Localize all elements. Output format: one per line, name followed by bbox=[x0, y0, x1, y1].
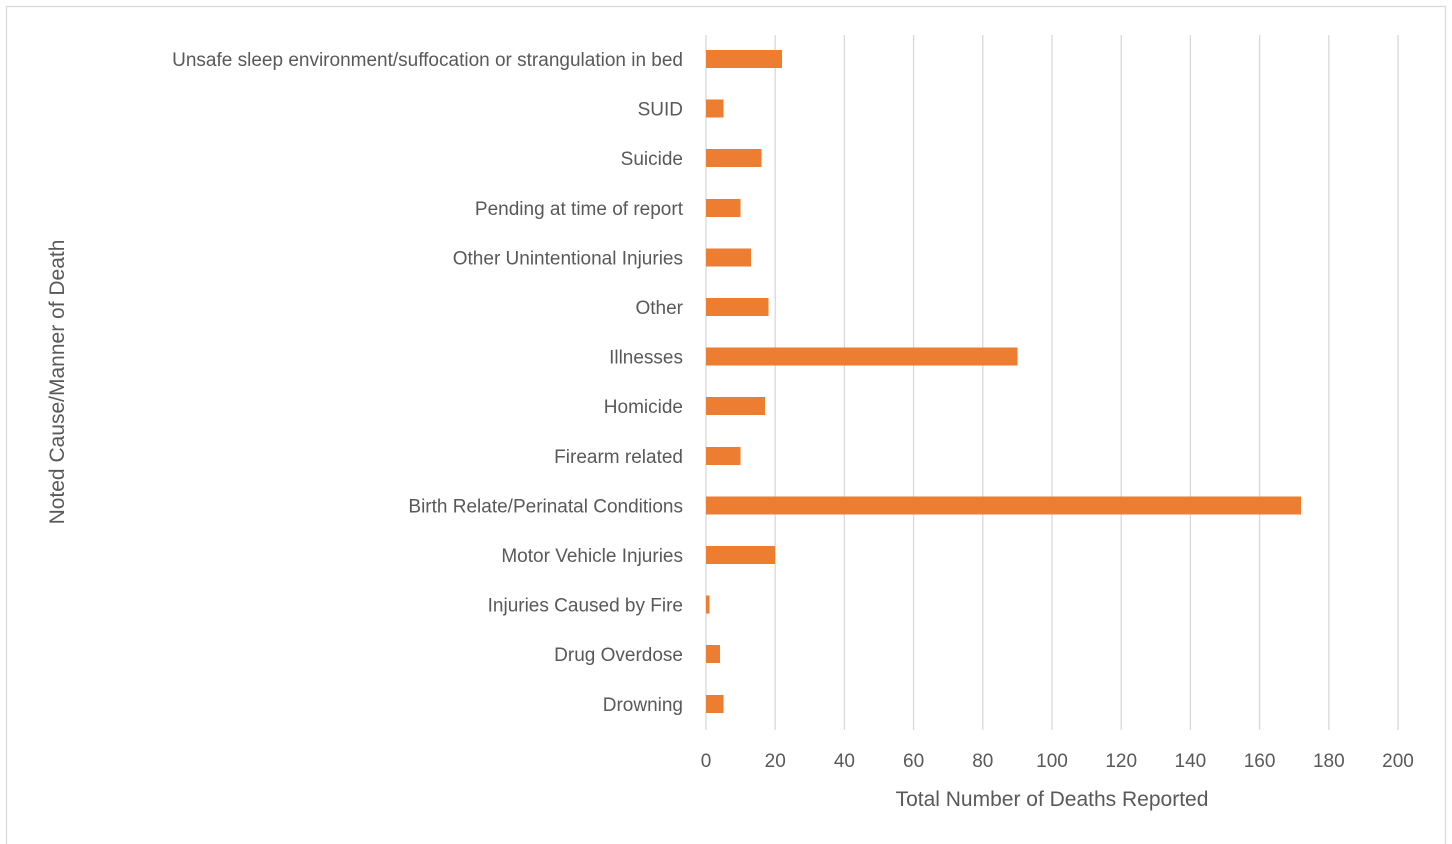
category-label: Unsafe sleep environment/suffocation or … bbox=[172, 50, 683, 71]
bar bbox=[706, 198, 741, 217]
category-label: Motor Vehicle Injuries bbox=[501, 546, 683, 567]
category-labels: Unsafe sleep environment/suffocation or … bbox=[172, 50, 684, 716]
category-label: Pending at time of report bbox=[475, 199, 684, 220]
bar bbox=[706, 397, 765, 416]
bar bbox=[706, 694, 724, 713]
x-tick-label: 80 bbox=[972, 751, 993, 772]
category-label: Drowning bbox=[603, 695, 683, 716]
category-label: Firearm related bbox=[554, 447, 683, 468]
x-tick-label: 200 bbox=[1382, 751, 1414, 772]
category-label: Other bbox=[635, 298, 683, 319]
bar bbox=[706, 298, 769, 316]
category-label: Homicide bbox=[604, 397, 683, 418]
bars bbox=[706, 50, 1302, 713]
chart-frame bbox=[5, 5, 1447, 844]
bar bbox=[706, 496, 1302, 515]
category-label: Illnesses bbox=[609, 348, 683, 369]
category-label: Birth Relate/Perinatal Conditions bbox=[408, 496, 683, 517]
x-tick-label: 100 bbox=[1036, 751, 1068, 772]
bar bbox=[706, 347, 1018, 366]
x-tick-label: 120 bbox=[1105, 751, 1137, 772]
category-label: Injuries Caused by Fire bbox=[488, 596, 683, 617]
y-axis-title: Noted Cause/Manner of Death bbox=[46, 240, 69, 525]
category-label: Suicide bbox=[621, 149, 683, 170]
category-label: SUID bbox=[638, 100, 683, 121]
x-tick-label: 20 bbox=[765, 751, 786, 772]
bar bbox=[706, 446, 741, 465]
bar bbox=[706, 595, 710, 614]
x-tick-label: 40 bbox=[834, 751, 855, 772]
x-tick-labels: 0 20 40 60 80 100 120 140 160 180 200 bbox=[701, 751, 1414, 772]
bar bbox=[706, 645, 720, 664]
x-axis-title: Total Number of Deaths Reported bbox=[896, 788, 1209, 811]
category-label: Drug Overdose bbox=[554, 645, 683, 666]
x-tick-label: 60 bbox=[903, 751, 924, 772]
bar bbox=[706, 99, 724, 118]
x-tick-label: 140 bbox=[1175, 751, 1207, 772]
bar bbox=[706, 248, 751, 267]
x-tick-label: 180 bbox=[1313, 751, 1345, 772]
bar bbox=[706, 50, 783, 68]
category-label: Other Unintentional Injuries bbox=[453, 248, 683, 269]
x-tick-label: 0 bbox=[701, 751, 712, 772]
x-tick-label: 160 bbox=[1244, 751, 1276, 772]
bar bbox=[706, 546, 776, 564]
bar bbox=[706, 149, 762, 168]
gridlines bbox=[705, 35, 1399, 730]
